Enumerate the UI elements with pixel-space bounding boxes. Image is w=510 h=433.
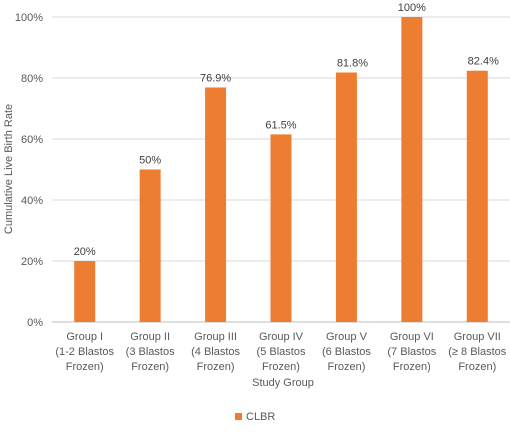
bar (335, 72, 357, 322)
bar (466, 70, 488, 323)
x-tick-label: Group VII (454, 331, 501, 343)
x-tick-label: Frozen) (393, 361, 431, 373)
bar (139, 169, 161, 322)
legend-label: CLBR (246, 411, 275, 423)
data-label: 20% (74, 246, 96, 258)
data-label: 81.8% (337, 58, 368, 70)
x-tick-label: (3 Blastos (126, 346, 175, 358)
x-tick-label: Group III (194, 331, 237, 343)
data-label: 50% (139, 155, 161, 167)
bar (205, 87, 227, 322)
y-tick-label: 40% (21, 195, 43, 207)
data-label: 76.9% (200, 72, 231, 84)
data-label: 61.5% (265, 119, 296, 131)
x-tick-label: Frozen) (327, 361, 365, 373)
bar (401, 17, 423, 322)
x-tick-label: (5 Blastos (257, 346, 306, 358)
data-labels: 20% 50% 76.9% 61.5% 81.8% 100% 82.4% (74, 2, 499, 258)
x-tick-label: (6 Blastos (322, 346, 371, 358)
x-tick-label: (≥ 8 Blastos (448, 346, 507, 358)
x-tick-label: Frozen) (131, 361, 169, 373)
y-tick-label: 20% (21, 256, 43, 268)
data-label: 82.4% (468, 56, 499, 68)
x-tick-label: (1-2 Blastos (55, 346, 114, 358)
y-tick-label: 0% (27, 317, 43, 329)
x-tick-label: Frozen) (197, 361, 235, 373)
y-tick-label: 100% (15, 12, 43, 24)
x-axis-ticks: Group I (1-2 Blastos Frozen) Group II (3 Bla… (55, 331, 506, 373)
x-tick-label: Group I (66, 331, 103, 343)
x-tick-label: Frozen) (458, 361, 496, 373)
data-label: 100% (398, 2, 426, 14)
y-tick-label: 60% (21, 134, 43, 146)
y-tick-label: 80% (21, 73, 43, 85)
x-axis-title: Study Group (252, 377, 314, 389)
x-tick-label: Group II (130, 331, 170, 343)
x-tick-label: Group VI (390, 331, 434, 343)
y-axis-ticks: 0% 20% 40% 60% 80% 100% (15, 12, 43, 329)
x-tick-label: (4 Blastos (191, 346, 240, 358)
x-tick-label: Frozen) (262, 361, 300, 373)
x-tick-label: (7 Blastos (387, 346, 436, 358)
bars (74, 17, 488, 323)
legend: CLBR (235, 411, 275, 423)
x-tick-label: Group V (326, 331, 368, 343)
x-tick-label: Frozen) (66, 361, 104, 373)
legend-swatch (235, 413, 242, 420)
y-axis-title: Cumulative Live Birth Rate (3, 104, 15, 234)
bar (270, 134, 292, 322)
x-tick-label: Group IV (259, 331, 304, 343)
bar (74, 261, 96, 322)
